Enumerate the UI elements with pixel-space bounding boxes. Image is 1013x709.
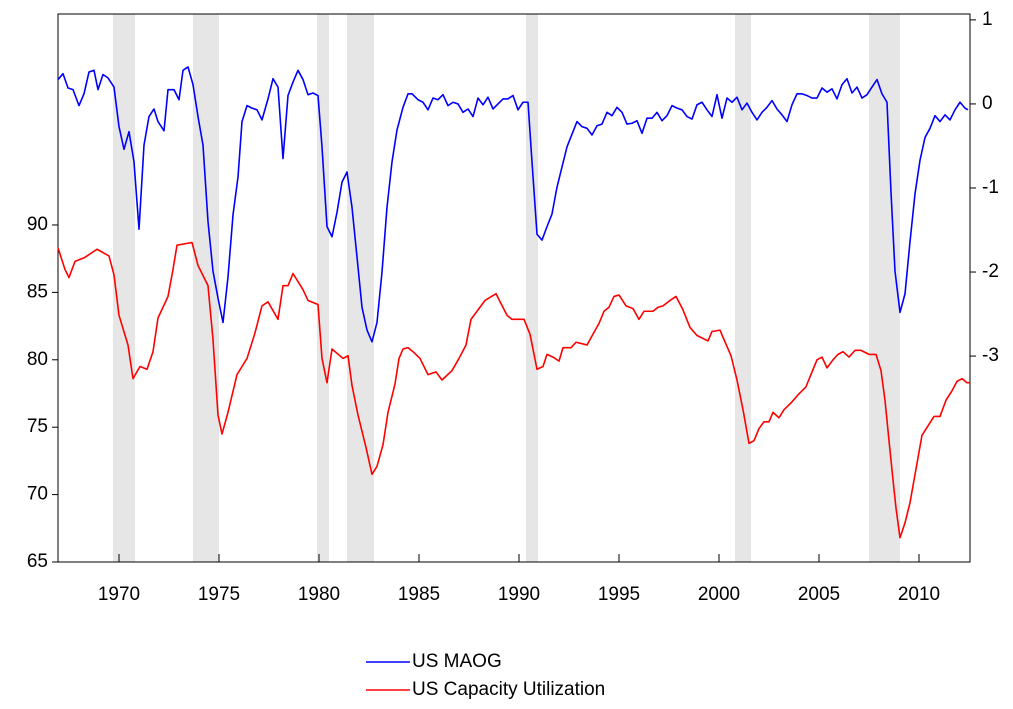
y-tick-label: 70 (27, 484, 48, 505)
legend-label: US MAOG (412, 651, 502, 672)
x-tick-label: 1990 (498, 584, 540, 605)
y2-tick-label: 0 (982, 93, 993, 114)
y-tick-label: 90 (27, 214, 48, 235)
x-tick-label: 2005 (798, 584, 840, 605)
shaded-period (869, 14, 900, 562)
shaded-period (317, 14, 329, 562)
legend-label: US Capacity Utilization (412, 679, 605, 700)
x-tick-label: 2000 (698, 584, 740, 605)
x-tick-label: 1995 (598, 584, 640, 605)
series-line (57, 241, 970, 539)
y2-tick-label: 1 (982, 9, 993, 30)
y2-tick-label: -2 (982, 261, 999, 282)
shaded-period (193, 14, 219, 562)
y-tick-label: 75 (27, 416, 48, 437)
y2-tick-label: -1 (982, 177, 999, 198)
shaded-period (113, 14, 135, 562)
y-tick-label: 80 (27, 349, 48, 370)
y-tick-label: 65 (27, 551, 48, 572)
y2-tick-label: -3 (982, 345, 999, 366)
x-tick-label: 2010 (898, 584, 940, 605)
plot-frame (57, 13, 971, 563)
y-tick-label: 85 (27, 281, 48, 302)
x-tick-label: 1975 (198, 584, 240, 605)
series-line (57, 66, 969, 343)
x-tick-label: 1970 (98, 584, 140, 605)
shaded-period (735, 14, 751, 562)
x-tick-label: 1985 (398, 584, 440, 605)
x-tick-label: 1980 (298, 584, 340, 605)
shaded-period (526, 14, 538, 562)
